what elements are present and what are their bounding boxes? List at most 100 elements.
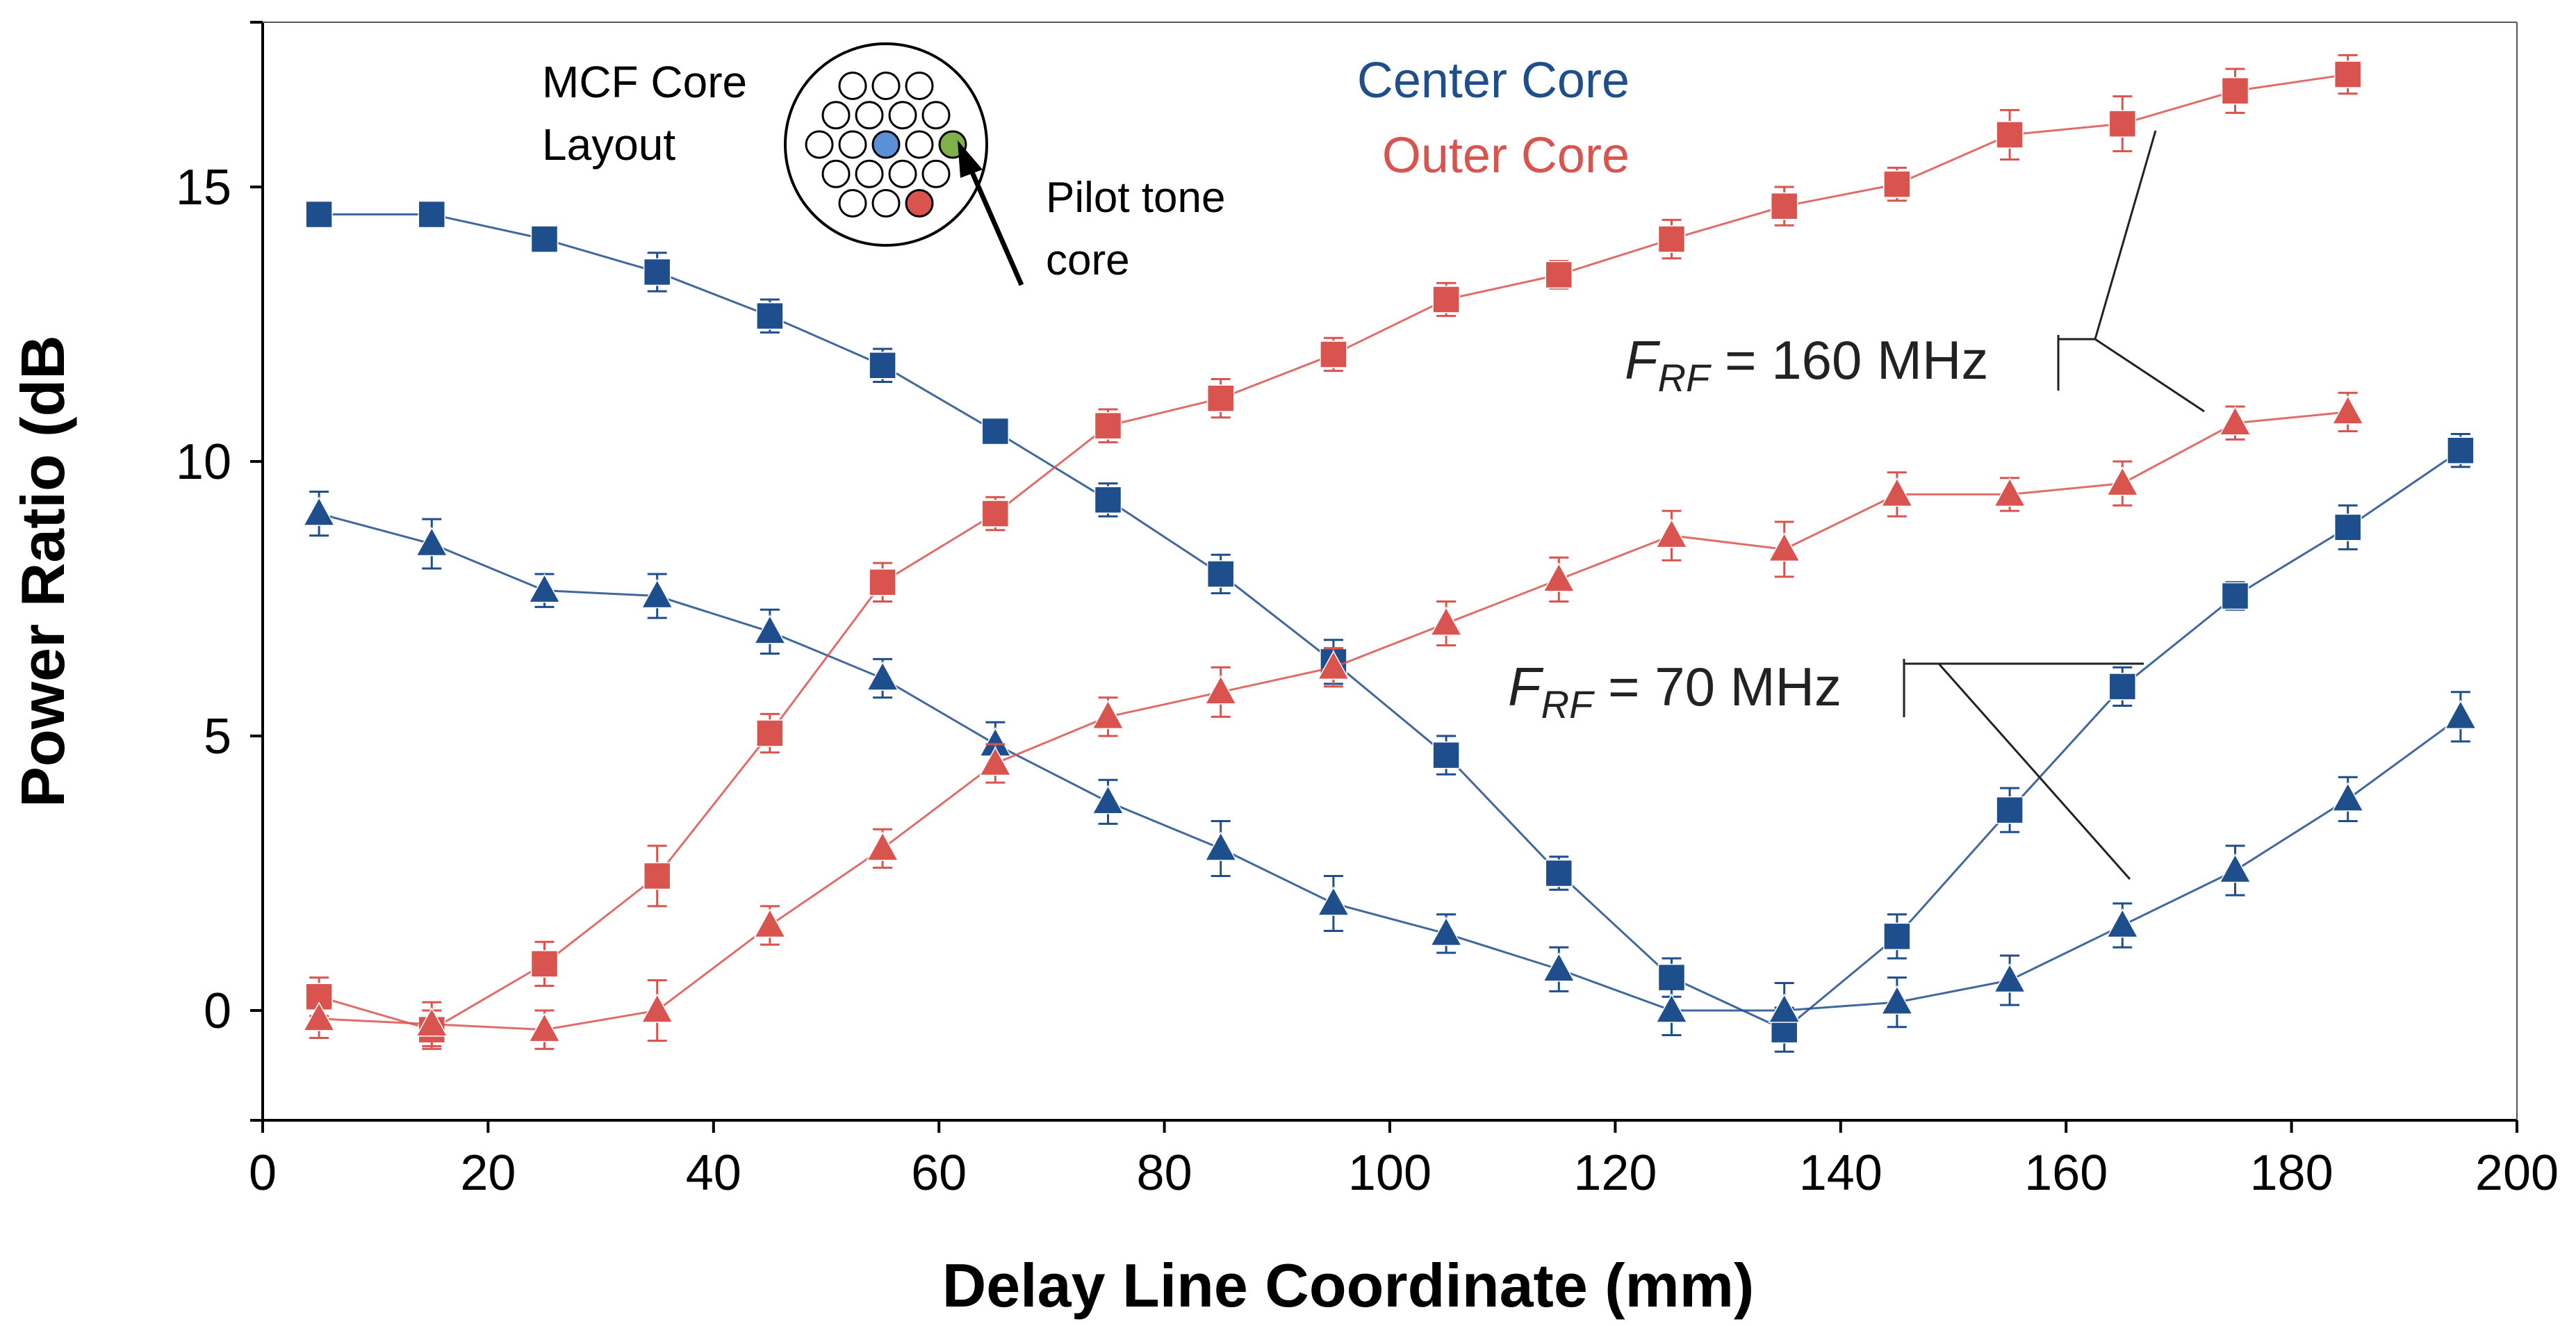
data-point-square <box>1883 170 1911 198</box>
series-outer-triangle <box>302 391 2364 1050</box>
data-point-triangle <box>528 1013 561 1042</box>
series-line <box>319 411 2348 1031</box>
data-point-square <box>1320 341 1347 368</box>
data-point-triangle <box>2331 782 2364 812</box>
data-point-square <box>1094 486 1122 514</box>
data-point-triangle <box>641 993 673 1023</box>
data-point-square <box>1206 560 1235 588</box>
x-tick-label: 200 <box>2475 1145 2559 1201</box>
data-point-square <box>756 719 784 747</box>
data-point-triangle <box>1768 532 1800 562</box>
data-point-square <box>1432 741 1460 769</box>
data-point-triangle <box>1655 993 1688 1023</box>
annotation-70mhz-label: FRF = 70 MHz <box>1508 656 1841 726</box>
series-layer <box>302 54 2477 1053</box>
y-tick-label: 15 <box>176 160 231 215</box>
pilot-label-line2: core <box>1046 236 1130 284</box>
data-point-square <box>1770 192 1798 220</box>
data-point-square <box>869 568 896 596</box>
data-point-square <box>530 950 559 978</box>
data-point-triangle <box>1768 993 1800 1023</box>
annotation-70mhz-leader-bottom <box>1937 663 2131 880</box>
data-point-triangle <box>416 526 448 557</box>
series-line <box>318 512 2461 1012</box>
fiber-core <box>871 188 901 218</box>
data-point-triangle <box>641 578 673 609</box>
data-point-square <box>1657 225 1686 253</box>
fiber-core <box>888 101 917 130</box>
fiber-core <box>805 130 834 159</box>
data-point-square <box>2108 110 2137 138</box>
y-axis-title: Power Ratio (dB <box>8 335 77 808</box>
legend-outer-core: Outer Core <box>1382 128 1630 183</box>
data-point-square <box>2108 673 2137 701</box>
data-point-triangle <box>866 661 899 691</box>
data-point-triangle <box>1993 477 2026 507</box>
data-point-square <box>2447 436 2475 464</box>
data-point-triangle <box>1204 831 1237 861</box>
plot-area <box>261 22 2518 1122</box>
x-tick-label: 0 <box>249 1145 277 1201</box>
data-point-triangle <box>1317 650 1350 680</box>
fiber-core <box>871 72 901 101</box>
data-point-square <box>1432 286 1460 313</box>
data-point-triangle <box>1880 985 1914 1015</box>
data-point-triangle <box>2106 908 2139 938</box>
data-point-square <box>643 862 671 890</box>
data-point-triangle <box>2331 395 2364 425</box>
data-point-triangle <box>2219 853 2251 883</box>
y-tick-label: 5 <box>204 709 231 764</box>
fiber-core <box>921 101 951 130</box>
data-point-triangle <box>753 614 787 644</box>
data-point-triangle <box>416 1007 448 1037</box>
x-tick-label: 60 <box>911 1145 967 1201</box>
annotation-70mhz-symbol: F <box>1508 656 1544 717</box>
fiber-core <box>821 159 851 188</box>
data-point-square <box>1206 384 1235 412</box>
inset-title-line1: MCF Core <box>542 57 747 107</box>
annotation-160mhz-value: = 160 MHz <box>1709 329 1988 391</box>
data-point-square <box>1883 922 1911 951</box>
data-point-square <box>1545 859 1573 887</box>
inset-title-line2: Layout <box>542 120 675 170</box>
data-point-square <box>1094 411 1122 440</box>
fiber-core <box>905 72 934 101</box>
x-tick-label: 120 <box>1573 1145 1657 1201</box>
annotation-70mhz: FRF = 70 MHz <box>1508 656 2144 880</box>
data-point-square <box>981 417 1010 445</box>
x-tick-label: 180 <box>2250 1145 2333 1201</box>
series-line <box>319 213 2461 1031</box>
x-tick-label: 100 <box>1348 1145 1431 1201</box>
y-axis-ticks: 0 5 10 15 <box>176 21 263 1122</box>
data-point-triangle <box>528 573 561 603</box>
data-point-triangle <box>1092 699 1124 730</box>
center-core-dot <box>871 130 901 159</box>
data-point-triangle <box>1429 606 1463 636</box>
data-point-triangle <box>1655 518 1688 548</box>
x-tick-label: 140 <box>1799 1145 1882 1201</box>
fiber-core <box>821 101 851 130</box>
data-point-square <box>418 200 446 229</box>
data-point-square <box>981 500 1010 527</box>
x-axis-title: Delay Line Coordinate (mm) <box>942 1251 1755 1320</box>
data-point-square <box>1996 796 2024 824</box>
pilot-arrow-head <box>958 140 983 178</box>
data-point-square <box>1545 261 1573 289</box>
legend: Center Core Outer Core <box>1357 53 1630 183</box>
x-axis-ticks: 0 20 40 60 80 100 120 140 160 180 200 <box>249 1120 2559 1201</box>
series-center-square <box>305 200 2475 1053</box>
fiber-core <box>905 130 934 159</box>
fiber-core <box>838 72 867 101</box>
outer-core-dot <box>905 188 934 218</box>
data-point-triangle <box>302 496 336 526</box>
data-point-square <box>2221 582 2249 610</box>
x-tick-label: 160 <box>2024 1145 2108 1201</box>
annotation-160mhz-symbol: F <box>1625 329 1661 391</box>
data-point-triangle <box>979 746 1012 776</box>
fiber-core <box>855 101 884 130</box>
annotation-160mhz-leader-top <box>2094 130 2157 340</box>
data-point-triangle <box>1880 477 1914 507</box>
legend-center-core: Center Core <box>1357 53 1630 108</box>
annotation-160mhz: FRF = 160 MHz <box>1625 130 2205 413</box>
fiber-core <box>855 159 884 188</box>
